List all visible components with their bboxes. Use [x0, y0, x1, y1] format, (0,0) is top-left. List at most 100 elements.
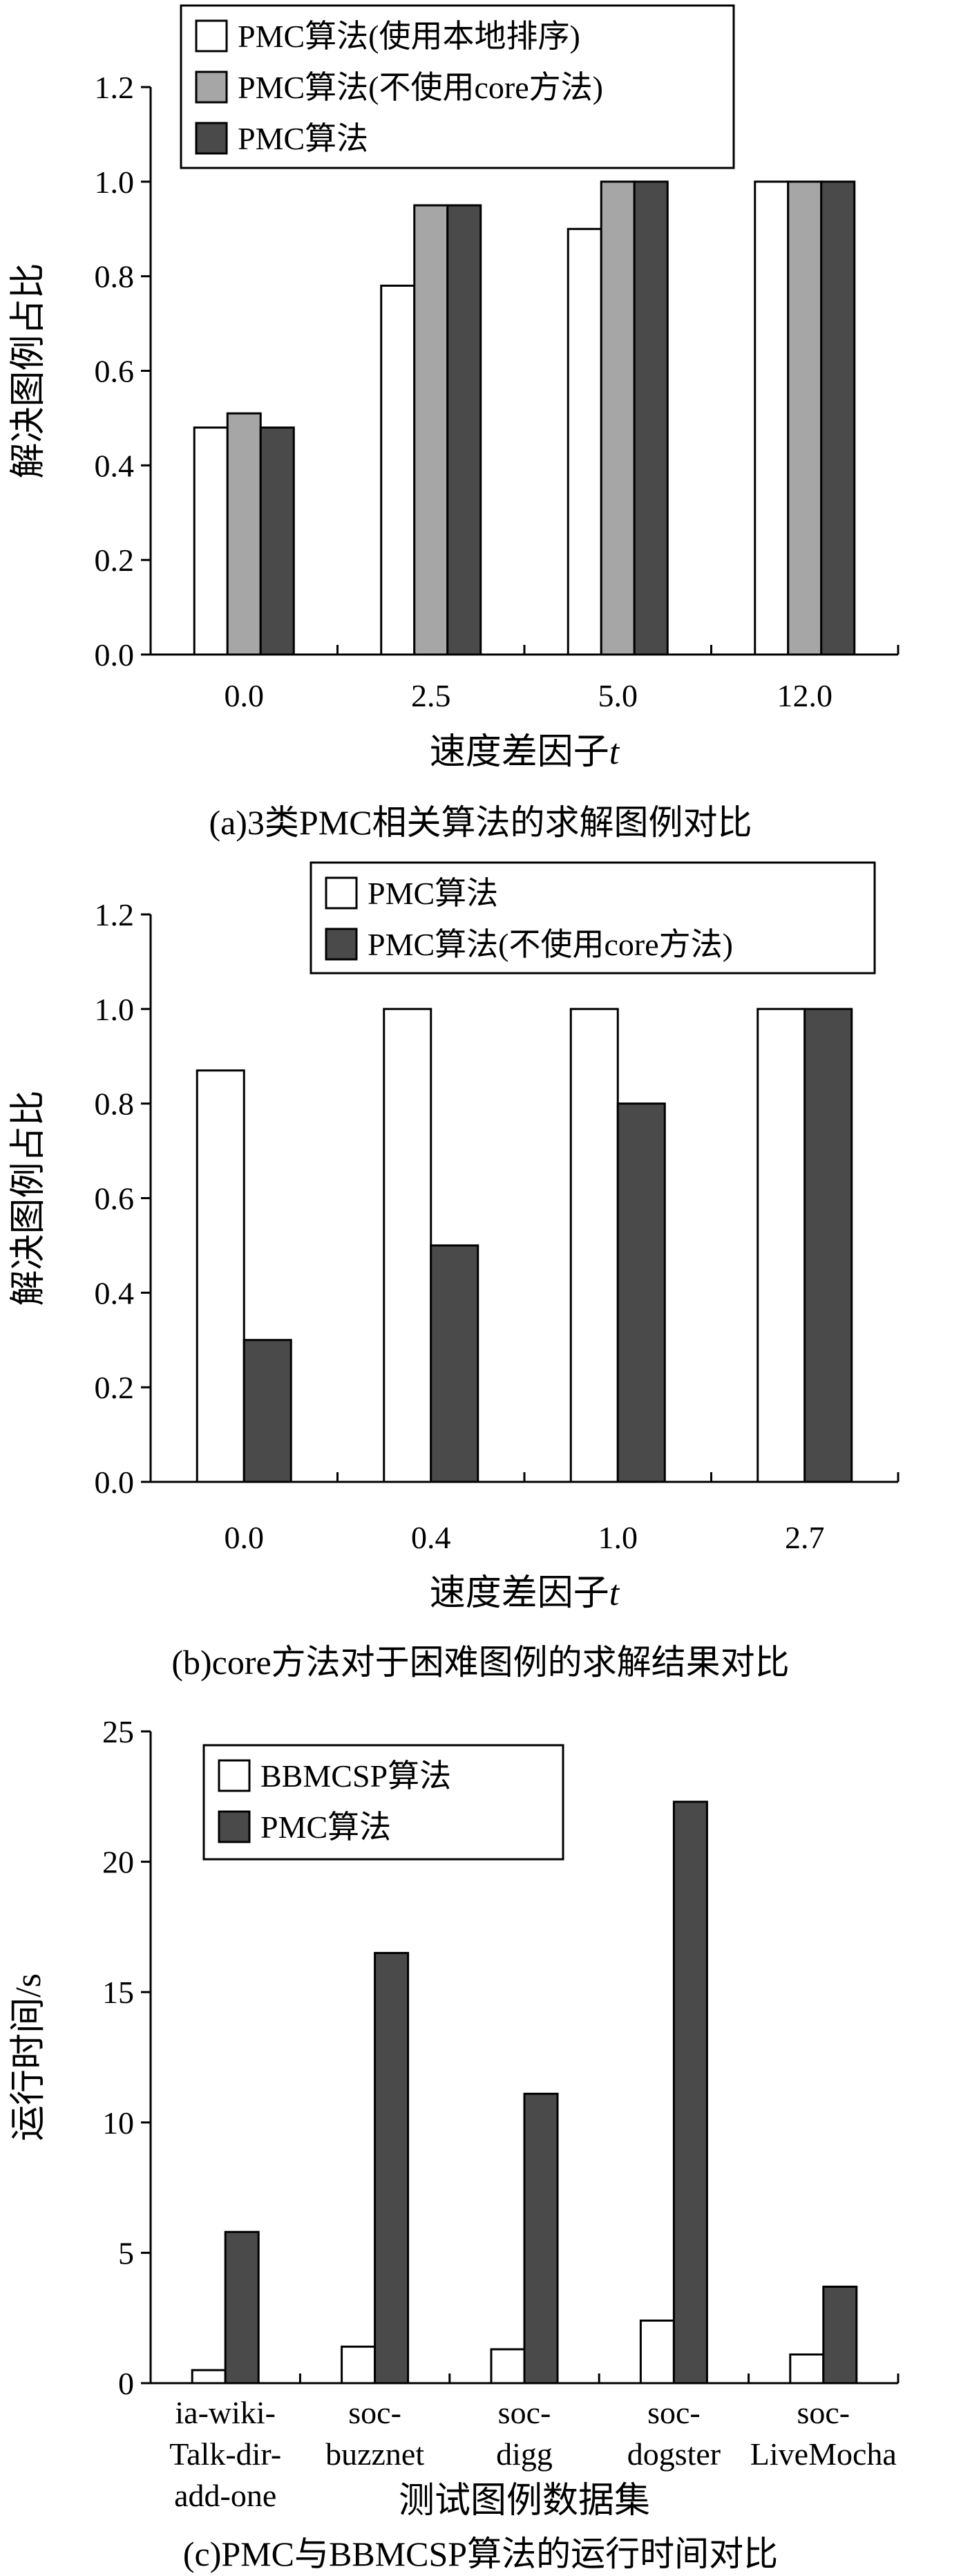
chart-a-legend-swatch-1 [195, 19, 228, 53]
chart-c-xtick-label: ia-wiki- [175, 2395, 276, 2430]
chart-b-bar-2 [242, 1339, 292, 1483]
chart-b-legend-swatch-2 [325, 928, 358, 961]
chart-a-ytick-label: 0.6 [95, 354, 135, 389]
chart-a-ytick-label: 0.4 [95, 448, 135, 483]
chart-b-ytick-label: 0.0 [95, 1465, 135, 1500]
chart-c-legend-swatch-1 [218, 1759, 251, 1792]
chart-c-xtick-label: digg [496, 2436, 553, 2472]
chart-a-ytick-label: 1.2 [95, 70, 135, 105]
chart-c-ytick-label: 20 [102, 1845, 134, 1880]
chart-c-bar-2 [374, 1952, 410, 2385]
chart-a-legend-swatch-3 [195, 122, 228, 155]
chart-c-xtick-label: soc- [348, 2395, 401, 2430]
chart-c-xtick-label: add-one [174, 2478, 276, 2513]
chart-a-bar-2 [787, 180, 823, 656]
chart-a-xtick-label: 12.0 [777, 678, 833, 713]
chart-c-ylabel: 运行时间/s [9, 1973, 48, 2141]
chart-b-ytick-label: 1.2 [95, 897, 135, 932]
chart-c-ytick-label: 15 [102, 1975, 134, 2010]
chart-a-legend-label-2: PMC算法(不使用core方法) [238, 70, 603, 105]
chart-c-xlabel: 测试图例数据集 [399, 2481, 650, 2521]
chart-c-bar-1 [490, 2348, 526, 2385]
chart-a-ytick-label: 0.2 [95, 543, 135, 578]
chart-b-bar-1 [383, 1008, 432, 1483]
chart-b-ytick-label: 1.0 [95, 992, 135, 1027]
chart-a-ytick-label: 0.0 [95, 637, 135, 673]
chart-b-xlabel: 速度差因子t [430, 1574, 620, 1613]
chart-c: 0 5 10 15 20 25 ia-wiki- Talk-dir-add-one soc-bu… [9, 1714, 900, 2521]
chart-c-xtick-label: soc- [797, 2395, 850, 2430]
chart-c-xtick-label: LiveMocha [750, 2436, 897, 2472]
chart-a-bar-1 [193, 426, 229, 656]
chart-c-ytick-label: 25 [102, 1714, 134, 1749]
chart-c-legend-swatch-2 [218, 1810, 251, 1843]
chart-b-xtick-label: 0.4 [411, 1520, 451, 1555]
caption-a: (a)3类PMC相关算法的求解图例对比 [209, 803, 752, 842]
chart-c-legend-label-2: PMC算法 [260, 1809, 391, 1845]
chart-a-bar-2 [600, 180, 636, 656]
chart-a-xtick-label: 0.0 [225, 678, 265, 713]
chart-a-xtick-label: 2.5 [411, 678, 451, 713]
chart-b-bar-2 [803, 1008, 853, 1483]
chart-c-bar-2 [822, 2285, 858, 2385]
chart-a: 0.0 0.2 0.4 0.6 0.8 1.0 1.2 0.0 2.5 5.0 12.0 速度差因子t… [9, 4, 900, 772]
chart-c-xtick-label: dogster [627, 2436, 721, 2472]
chart-c-xtick-label: soc- [498, 2395, 551, 2430]
chart-b-bar-1 [196, 1069, 245, 1483]
chart-b-bar-1 [757, 1008, 806, 1483]
chart-a-ylabel: 解决图例占比 [9, 263, 48, 478]
chart-b-ytick-label: 0.8 [95, 1087, 135, 1122]
chart-a-bar-3 [820, 180, 856, 656]
chart-c-xtick-label: soc- [647, 2395, 701, 2430]
chart-a-bar-1 [754, 180, 790, 656]
chart-panel-c: 0 5 10 15 20 25 ia-wiki- Talk-dir-add-one soc-bu… [0, 1707, 961, 2575]
chart-c-ytick-label: 0 [118, 2366, 134, 2401]
chart-c-bar-1 [789, 2353, 825, 2385]
caption-b: (b)core方法对于困难图例的求解结果对比 [171, 1643, 790, 1682]
chart-a-xlabel: 速度差因子t [430, 733, 620, 772]
chart-b-ytick-label: 0.2 [95, 1370, 135, 1405]
chart-b-xtick-label: 1.0 [598, 1520, 638, 1555]
chart-a-legend [180, 4, 735, 169]
chart-c-bar-1 [341, 2345, 377, 2385]
chart-c-ytick-label: 10 [102, 2105, 134, 2141]
caption-c: (c)PMC与BBMCSP算法的运行时间对比 [182, 2535, 779, 2573]
chart-a-bar-1 [567, 227, 602, 656]
chart-a-bar-2 [413, 204, 449, 656]
chart-b-bar-1 [569, 1008, 619, 1483]
chart-a-ytick-label: 0.8 [95, 259, 135, 294]
chart-a-bar-1 [380, 284, 416, 656]
chart-c-xtick-label: buzznet [325, 2436, 424, 2472]
chart-b-ylabel: 解决图例占比 [9, 1090, 48, 1306]
chart-c-bar-2 [672, 1801, 708, 2385]
chart-a-bar-3 [633, 180, 669, 656]
chart-panel-a: 0.0 0.2 0.4 0.6 0.8 1.0 1.2 0.0 2.5 5.0 12.0 速度差因子t… [0, 0, 961, 850]
chart-c-bar-2 [224, 2230, 260, 2385]
chart-b-ytick-label: 0.6 [95, 1181, 135, 1216]
chart-a-bar-2 [226, 412, 262, 656]
chart-a-ytick-label: 1.0 [95, 164, 135, 200]
chart-a-bar-3 [446, 204, 482, 656]
chart-c-xtick-label: Talk-dir- [169, 2436, 281, 2472]
chart-b-bar-2 [430, 1244, 479, 1483]
chart-c-legend [202, 1744, 564, 1861]
chart-a-legend-label-1: PMC算法(使用本地排序) [238, 19, 580, 54]
chart-b-legend-label-2: PMC算法(不使用core方法) [368, 927, 733, 962]
chart-c-bar-2 [523, 2092, 559, 2385]
chart-c-legend-label-1: BBMCSP算法 [260, 1758, 451, 1794]
chart-a-legend-swatch-2 [195, 70, 228, 104]
chart-b: 0.0 0.2 0.4 0.6 0.8 1.0 1.2 0.0 0.4 1.0 2.7 速度差因子t 解… [9, 861, 900, 1613]
chart-a-xtick-label: 5.0 [598, 678, 638, 713]
chart-b-legend-label-1: PMC算法 [368, 876, 498, 911]
chart-c-bar-1 [191, 2369, 227, 2385]
chart-b-bar-2 [616, 1102, 666, 1483]
chart-c-bar-1 [639, 2319, 675, 2385]
chart-b-xtick-label: 0.0 [225, 1520, 265, 1555]
chart-c-ytick-label: 5 [118, 2235, 134, 2271]
chart-a-legend-label-3: PMC算法 [238, 121, 368, 156]
chart-b-ytick-label: 0.4 [95, 1275, 135, 1310]
chart-b-xtick-label: 2.7 [785, 1520, 825, 1555]
chart-panel-b: 0.0 0.2 0.4 0.6 0.8 1.0 1.2 0.0 0.4 1.0 2.7 速度差因子t 解… [0, 857, 961, 1700]
chart-b-legend-swatch-1 [325, 876, 358, 910]
chart-a-bar-3 [259, 426, 295, 656]
